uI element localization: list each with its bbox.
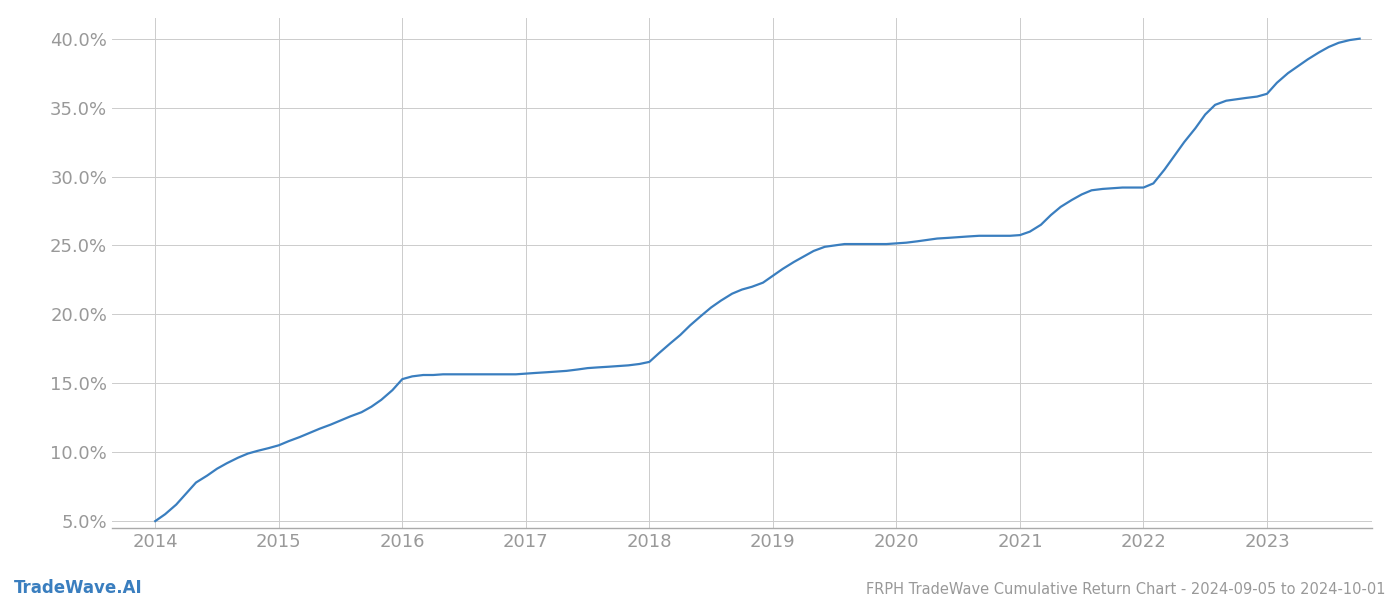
- Text: TradeWave.AI: TradeWave.AI: [14, 579, 143, 597]
- Text: FRPH TradeWave Cumulative Return Chart - 2024-09-05 to 2024-10-01: FRPH TradeWave Cumulative Return Chart -…: [867, 582, 1386, 597]
